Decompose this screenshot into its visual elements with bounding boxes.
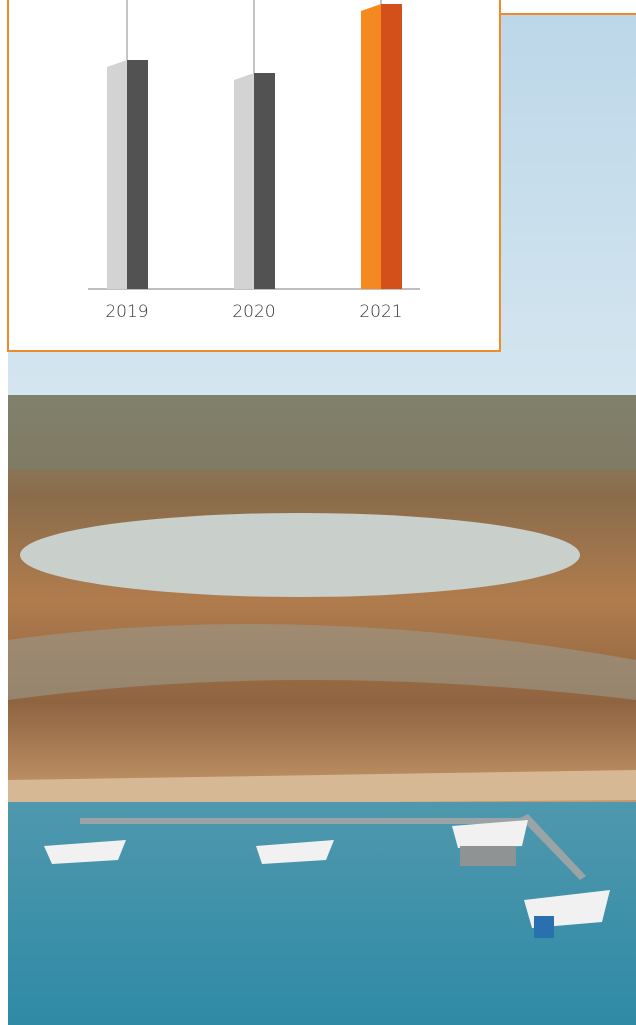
x-tick-label: 2020 [232, 302, 275, 322]
bar-side [361, 4, 381, 289]
x-tick-label: 2019 [105, 302, 148, 322]
bar [381, 4, 402, 289]
bar [127, 60, 148, 289]
bar [254, 73, 275, 289]
x-tick-label: 2021 [359, 302, 402, 322]
bar-side [107, 60, 127, 289]
bar-side [234, 73, 254, 289]
